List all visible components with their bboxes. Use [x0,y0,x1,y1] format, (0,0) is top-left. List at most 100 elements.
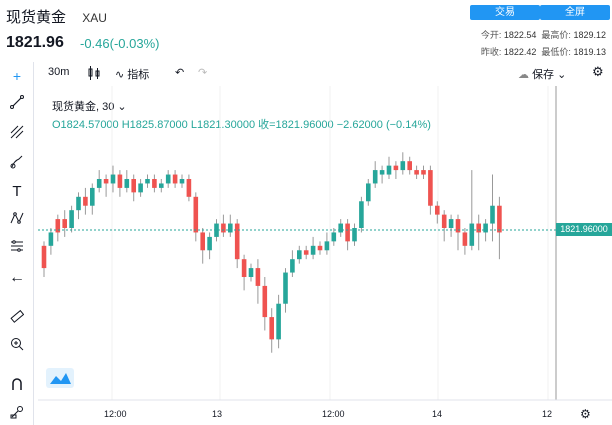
candle-body [393,165,399,171]
candle-body [207,236,212,251]
crosshair-icon[interactable]: + [12,68,22,84]
candle-body [103,179,109,184]
pattern-icon[interactable] [0,210,34,230]
candle-body [462,232,468,246]
candle-body [310,245,316,255]
instrument-symbol: XAU [82,11,107,25]
candle-body [269,317,274,340]
open-value: 1822.54 [503,30,537,40]
candle-body [48,232,54,246]
save-button[interactable]: ☁ 保存 ⌄ [518,66,566,82]
settings-gear-icon[interactable]: ⚙ [592,64,604,79]
candle-body [228,223,233,233]
candle-body [303,250,309,255]
candle-body [124,179,130,188]
candle-body [145,179,150,184]
candle-body [152,179,157,188]
candle-body [193,196,199,233]
magnet-icon[interactable] [0,376,34,396]
candle-body [138,183,143,193]
candle-body [248,268,254,277]
trade-button[interactable]: 交易 [470,5,540,20]
candle-body [55,219,61,233]
candle-body [455,219,461,233]
candle-body [179,179,185,184]
last-price: 1821.96 [6,34,64,51]
drawing-toolbar: + T ← [0,62,34,425]
price-change: -0.46(-0.03%) [80,36,160,51]
chart-legend-ohlc: O1824.57000 H1825.87000 L1821.30000 收=18… [52,119,431,131]
open-label: 今开: [480,30,502,40]
candle-body [159,183,164,188]
x-tick-label: 14 [432,409,443,419]
candle-body [359,201,364,228]
candle-body [317,245,323,251]
undo-icon[interactable]: ↶ [175,67,185,79]
candle-body [221,223,226,233]
candle-body [331,232,337,242]
candle-body [76,196,81,211]
fullscreen-button[interactable]: 全屏 [540,5,610,20]
cloud-icon: ☁ [518,69,529,81]
candle-body [69,210,74,228]
prev-value: 1822.42 [503,47,537,57]
candle-body [83,196,88,206]
candle-body [172,174,178,184]
x-tick-label: 12:00 [104,409,127,419]
candle-body [165,174,171,184]
candle-body [483,223,488,233]
save-label: 保存 [532,69,555,81]
chart-legend-title: 现货黄金, 30 ⌄ [52,98,127,114]
candle-type-icon[interactable] [88,66,100,83]
candle-body [62,219,67,228]
low-label: 最低价: [541,47,571,57]
candle-body [407,161,412,171]
candle-body [476,223,481,233]
candle-body [297,250,302,260]
high-label: 最高价: [541,30,571,40]
candle-body [448,219,454,228]
lock-drawings-icon[interactable] [0,404,34,424]
brush-icon[interactable] [0,154,34,174]
legend-name: 现货黄金, 30 [52,101,115,113]
redo-icon[interactable]: ↷ [198,67,208,79]
candle-body [372,170,378,184]
trendline-icon[interactable] [0,94,34,114]
x-tick-label: 12 [542,409,553,419]
candle-body [414,170,419,175]
candle-body [379,170,385,175]
candle-body [110,174,116,184]
ruler-icon[interactable] [0,308,34,328]
candle-body [255,268,261,286]
candle-body [117,174,123,188]
chart-toolbar: 30m ∿ 指标 ↶ ↷ ☁ 保存 ⌄ ⚙ [0,62,612,86]
x-tick-label: 12:00 [322,409,345,419]
candle-body [400,161,406,171]
candle-body [96,179,102,188]
candle-body [200,232,205,251]
pitchfork-icon[interactable] [0,124,34,144]
candle-body [324,241,330,251]
zoom-in-icon[interactable] [0,336,34,356]
candle-body [283,272,288,304]
prev-label: 昨收: [480,47,502,57]
back-arrow-icon[interactable]: ← [9,269,25,286]
indicators-icon: ∿ [115,69,125,81]
last-price-tag: 1821.96000 [556,223,612,236]
instrument-title: 现货黄金 XAU [6,6,107,27]
instrument-name: 现货黄金 [6,9,67,26]
interval-selector[interactable]: 30m [48,66,70,78]
candle-body [290,259,295,273]
text-tool-icon[interactable]: T [12,183,22,200]
candle-body [441,214,447,228]
candle-body [352,228,357,242]
header-bar: 现货黄金 XAU 1821.96 -0.46(-0.03%) 交易 全屏 今开:… [0,0,612,62]
measure-icon[interactable] [0,238,34,258]
indicators-button[interactable]: ∿ 指标 [115,66,149,82]
chevron-down-icon[interactable]: ⌄ [117,101,127,113]
candle-body [214,223,219,237]
chevron-down-icon: ⌄ [557,69,567,81]
candle-body [90,187,95,206]
candle-body [41,245,47,269]
logo-badge [46,368,74,388]
